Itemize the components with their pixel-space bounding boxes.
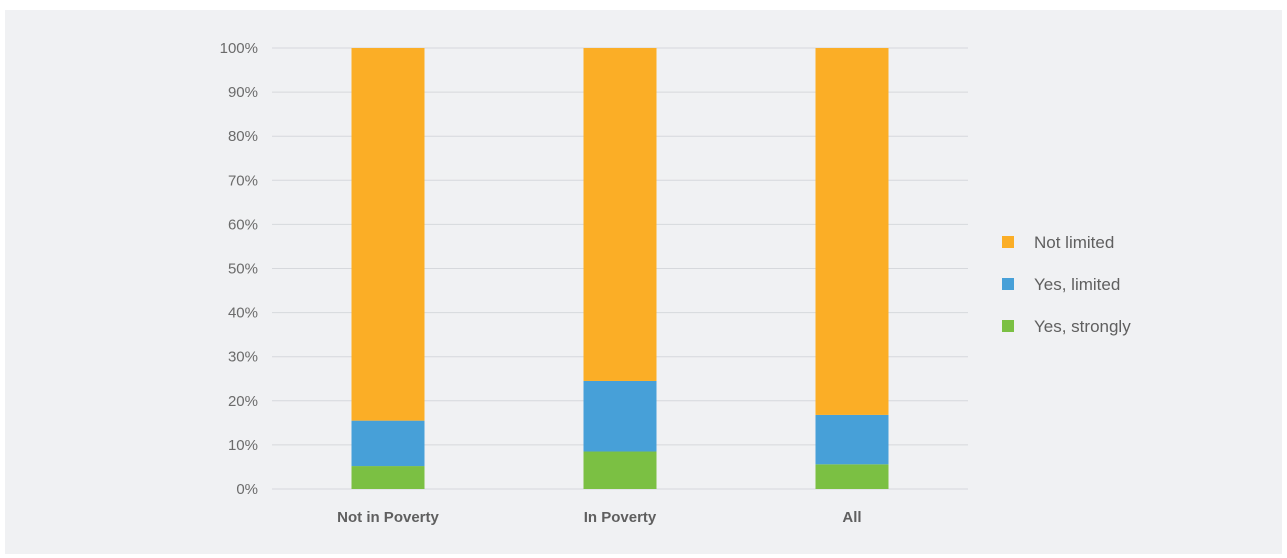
bar-segment xyxy=(815,48,889,415)
y-tick-label: 80% xyxy=(228,128,258,145)
x-category-label: In Poverty xyxy=(584,509,657,526)
y-tick-label: 50% xyxy=(228,261,258,278)
y-tick-label: 70% xyxy=(228,172,258,189)
legend-swatch xyxy=(1002,320,1014,332)
legend-label: Yes, limited xyxy=(1034,275,1120,294)
bar-segment xyxy=(815,414,889,465)
bar-segment xyxy=(351,48,425,421)
y-tick-label: 0% xyxy=(236,481,258,498)
x-axis: Not in Poverty In Poverty All xyxy=(337,509,861,526)
x-category-label: Not in Poverty xyxy=(337,509,439,526)
bar-segment xyxy=(583,451,657,489)
legend: Not limited Yes, limited Yes, strongly xyxy=(1002,233,1131,336)
bar-segment xyxy=(583,48,657,381)
legend-label: Not limited xyxy=(1034,233,1114,252)
y-tick-label: 20% xyxy=(228,393,258,410)
y-tick-label: 40% xyxy=(228,305,258,322)
bar-segment xyxy=(583,380,657,452)
x-category-label: All xyxy=(842,509,861,526)
y-tick-label: 60% xyxy=(228,216,258,233)
legend-swatch xyxy=(1002,236,1014,248)
y-tick-label: 100% xyxy=(220,40,258,57)
bar-segment xyxy=(815,464,889,489)
legend-label: Yes, strongly xyxy=(1034,317,1131,336)
y-tick-label: 10% xyxy=(228,437,258,454)
y-tick-label: 30% xyxy=(228,349,258,366)
bars xyxy=(351,48,889,489)
y-tick-label: 90% xyxy=(228,84,258,101)
bar-segment xyxy=(351,466,425,489)
bar-segment xyxy=(351,420,425,467)
legend-swatch xyxy=(1002,278,1014,290)
y-axis: 0% 10% 20% 30% 40% 50% 60% 70% 80% 90% 100% xyxy=(220,40,258,498)
